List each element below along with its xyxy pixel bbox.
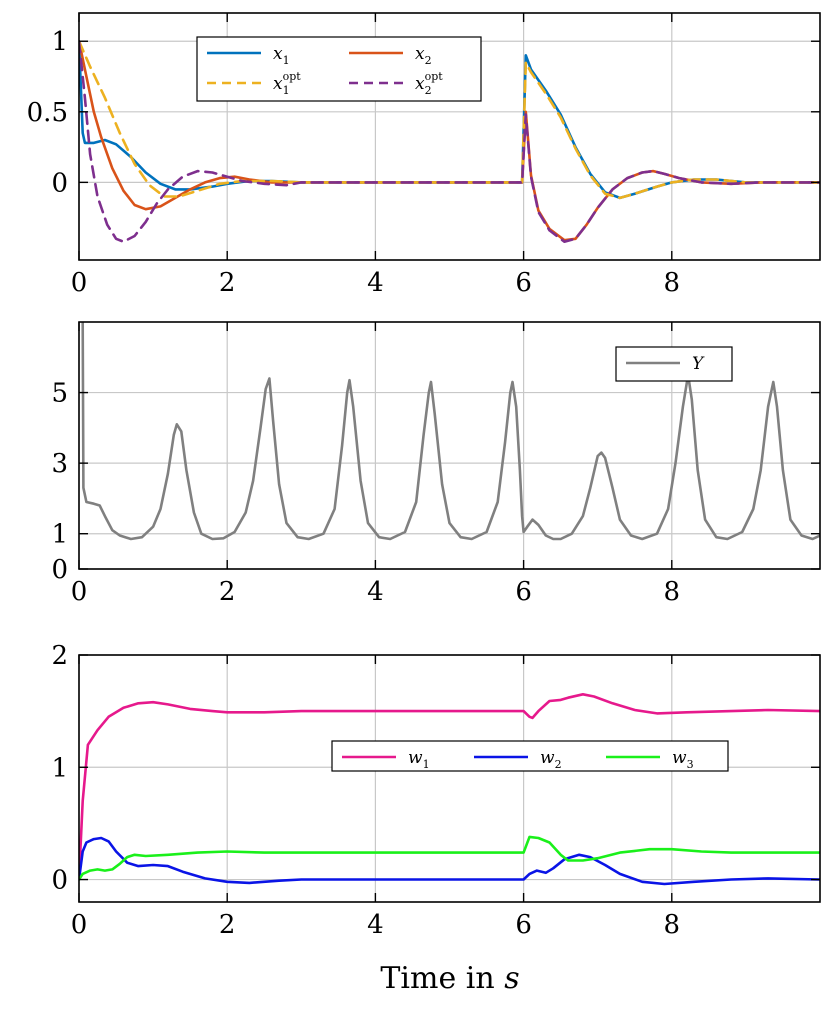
plot-frame — [78, 321, 821, 570]
y-tick-label: 1 — [51, 520, 68, 550]
x-axis-label-variable: s — [504, 961, 519, 996]
legend-label-w2: w2 — [540, 748, 562, 771]
plot-frame — [78, 654, 821, 903]
legend-label-base: w — [672, 748, 687, 768]
legend-label-superscript: opt — [425, 70, 444, 83]
x-axis-label-prefix: Time in — [380, 961, 504, 996]
series-line-w3 — [79, 835, 820, 881]
legend-label-base: x — [273, 74, 283, 94]
x-tick-label: 2 — [219, 577, 236, 607]
legend-label-subscript: 3 — [687, 758, 694, 771]
legend: w1 w2 w3 — [331, 740, 729, 772]
legend-label-subscript: 1 — [283, 54, 290, 67]
series-line-x1_opt — [79, 39, 820, 200]
y-tick-label: 0 — [51, 168, 68, 198]
legend-label-base: x — [273, 44, 283, 64]
y-tick-label: 2 — [51, 641, 68, 671]
legend-box — [196, 36, 482, 102]
legend-box — [331, 740, 729, 772]
x-tick-label: 4 — [367, 910, 384, 940]
legend-label-subscript: 2 — [555, 758, 562, 771]
legend-label-w3: w3 — [672, 748, 694, 771]
x-tick-label: 0 — [71, 268, 88, 298]
x-tick-label: 8 — [664, 910, 681, 940]
x-tick-label: 0 — [71, 910, 88, 940]
y-tick-label: 1 — [51, 753, 68, 783]
legend-label-base: w — [540, 748, 555, 768]
x-tick-label: 8 — [664, 268, 681, 298]
legend-label-x1_opt: x1opt — [273, 70, 301, 97]
y-tick-label: 0.5 — [27, 98, 68, 128]
legend-label-Υ: Υ — [692, 354, 705, 374]
x-tick-label: 4 — [367, 268, 384, 298]
y-tick-label: 0 — [51, 866, 68, 896]
legend-label-x1: x1 — [273, 44, 290, 67]
legend-label-x2_opt: x2opt — [415, 70, 443, 97]
legend: Υ — [615, 346, 733, 382]
series-line-w2 — [79, 836, 820, 886]
x-tick-label: 4 — [367, 577, 384, 607]
y-tick-label: 0 — [51, 555, 68, 585]
x-tick-label: 6 — [515, 268, 532, 298]
legend-label-w1: w1 — [408, 748, 430, 771]
legend-label-x2: x2 — [415, 44, 432, 67]
series-line-x2_opt — [79, 39, 820, 243]
legend-label-subscript: 2 — [425, 84, 432, 97]
series-group — [79, 693, 820, 886]
legend-label-base: Υ — [692, 354, 705, 374]
legend-label-base: x — [415, 74, 425, 94]
x-axis-label: Time in s — [380, 961, 519, 996]
legend-label-subscript: 1 — [283, 84, 290, 97]
x-tick-label: 6 — [515, 910, 532, 940]
legend-label-subscript: 1 — [423, 758, 430, 771]
x-tick-label: 2 — [219, 268, 236, 298]
legend-label-subscript: 2 — [425, 54, 432, 67]
y-tick-label: 3 — [51, 449, 68, 479]
series-group — [79, 39, 820, 243]
legend-label-base: x — [415, 44, 425, 64]
y-tick-label: 5 — [51, 379, 68, 409]
series-line-w1 — [79, 693, 820, 881]
legend-label-superscript: opt — [283, 70, 302, 83]
x-tick-label: 2 — [219, 910, 236, 940]
plot-frame — [78, 12, 821, 261]
x-tick-label: 8 — [664, 577, 681, 607]
legend-label-base: w — [408, 748, 423, 768]
y-tick-label: 1 — [51, 27, 68, 57]
x-tick-label: 6 — [515, 577, 532, 607]
x-tick-label: 0 — [71, 577, 88, 607]
